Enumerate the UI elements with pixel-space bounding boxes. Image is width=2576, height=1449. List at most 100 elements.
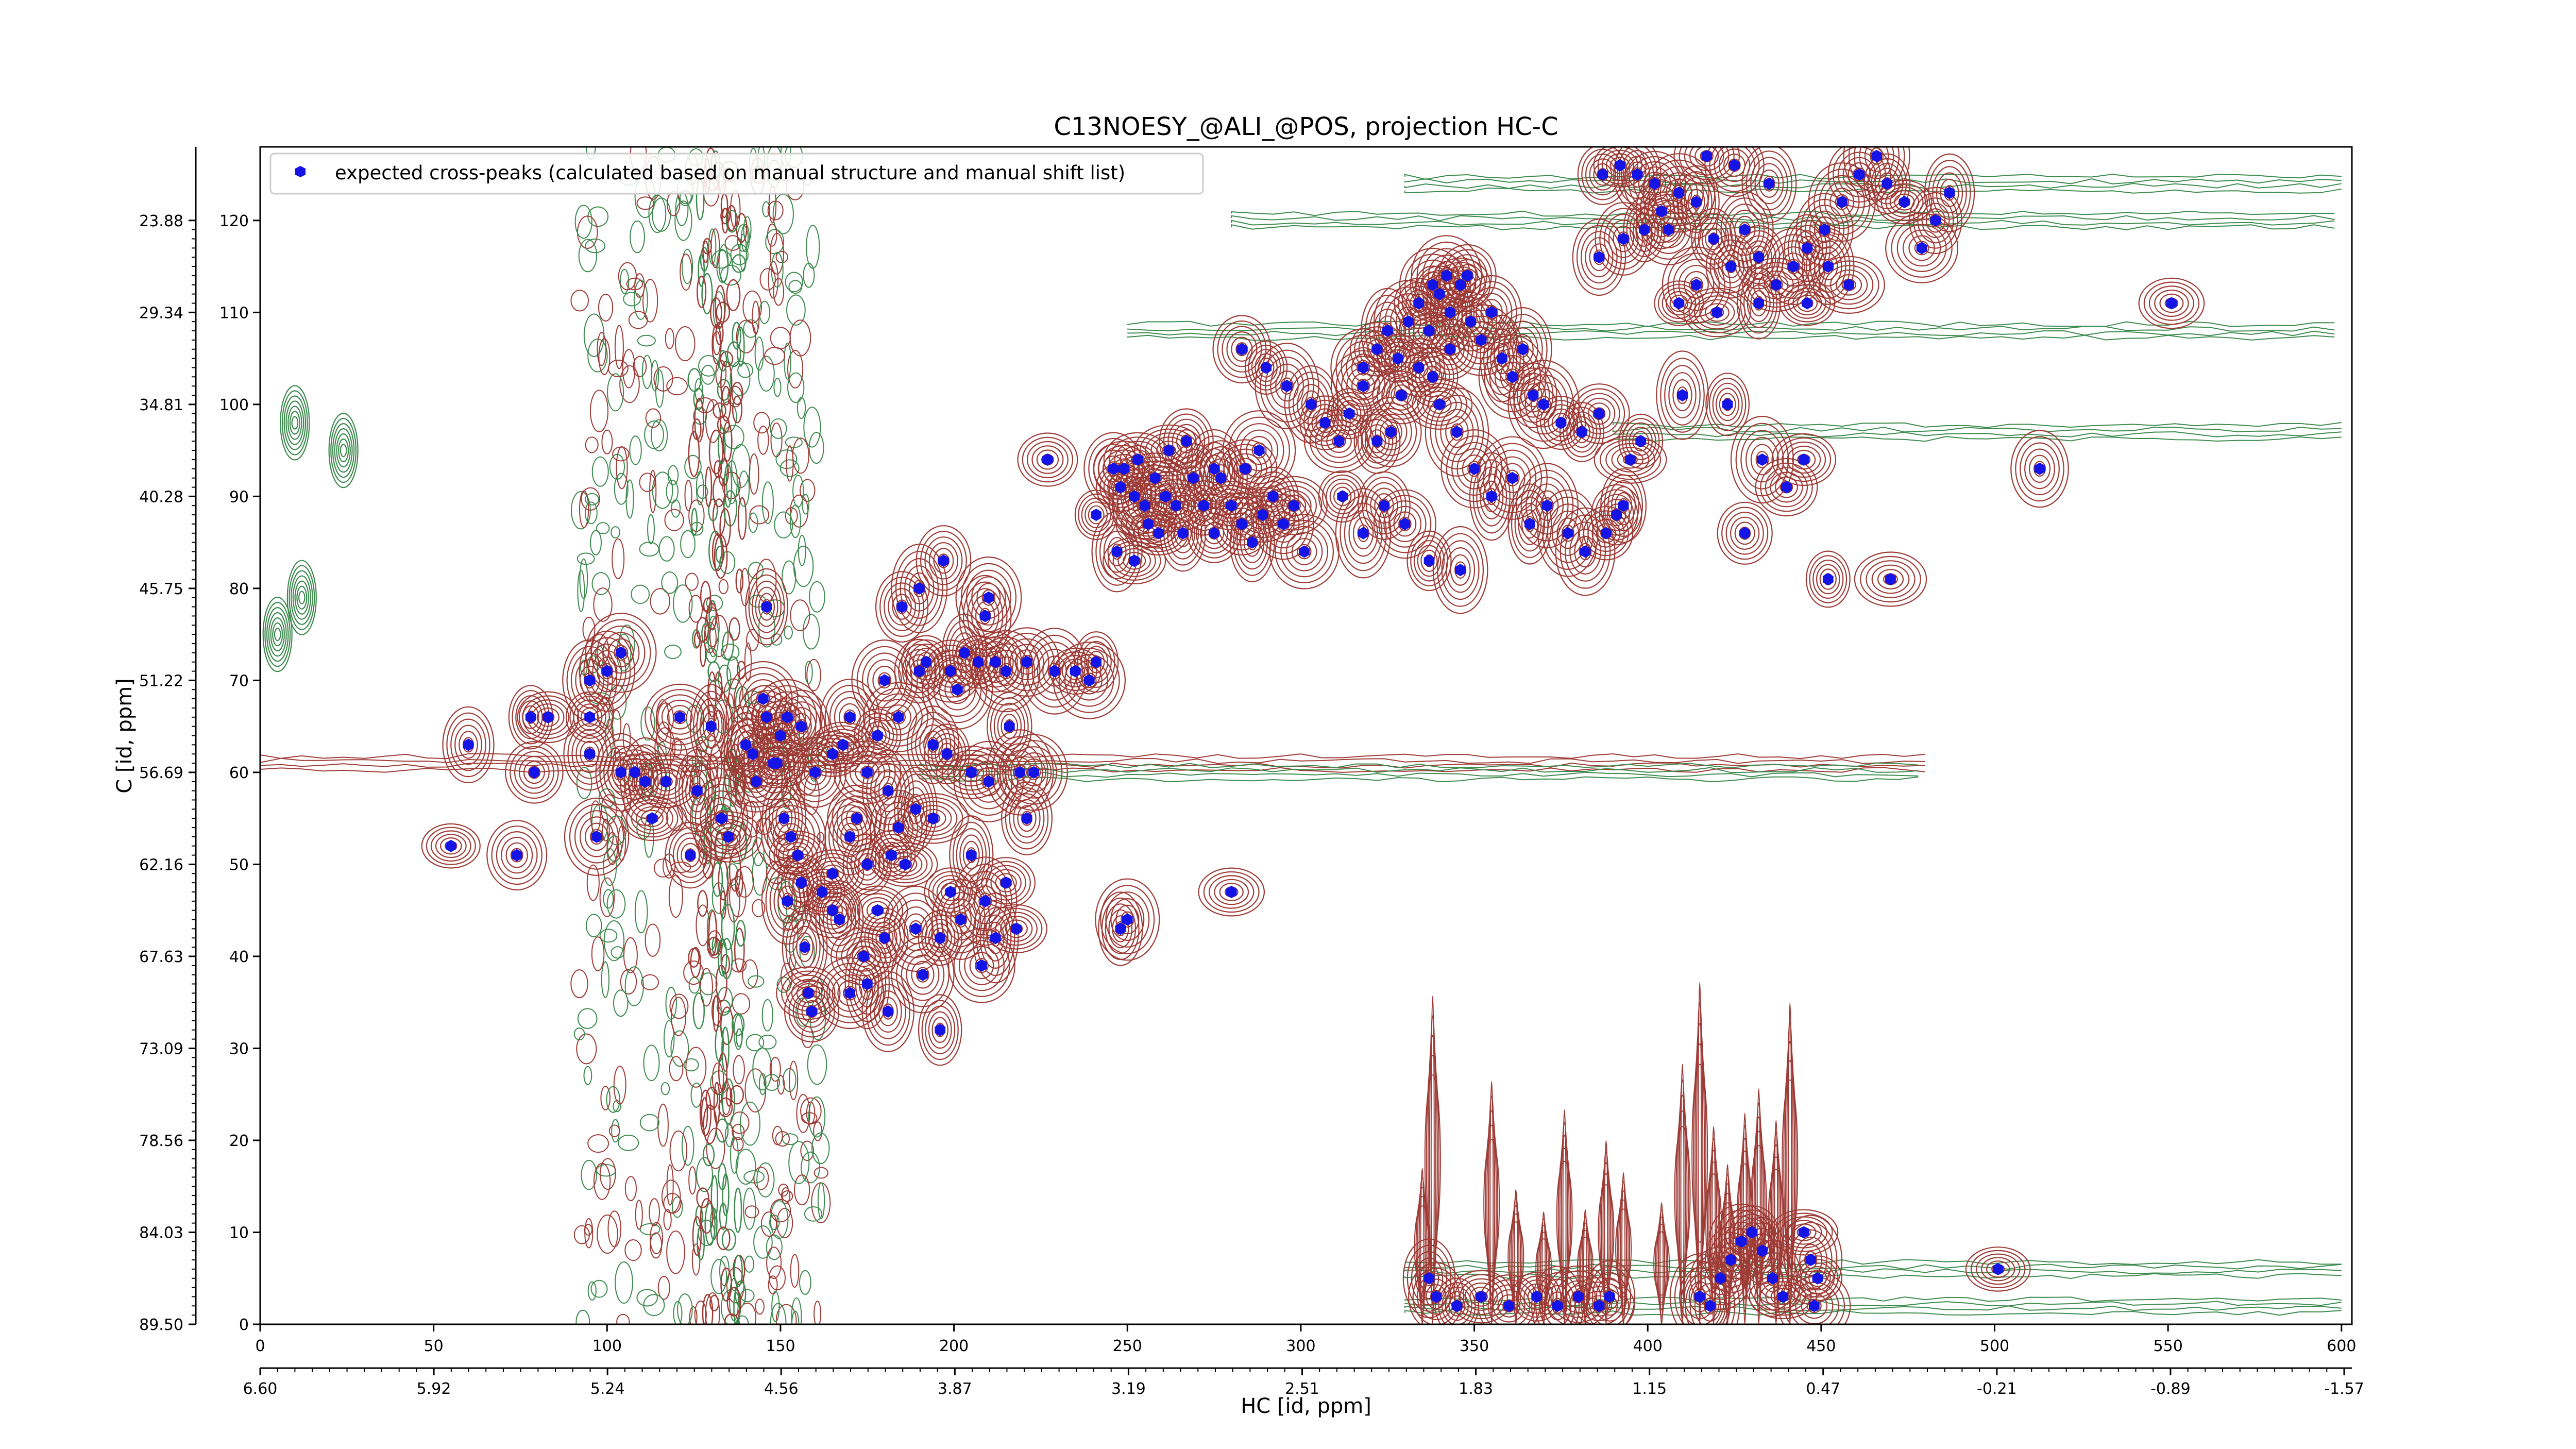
contour-level bbox=[1745, 150, 1792, 217]
contour-level bbox=[1819, 568, 1837, 590]
contour-level bbox=[1467, 461, 1482, 477]
cross-peak-marker bbox=[1115, 481, 1126, 494]
noise-contour bbox=[769, 1056, 781, 1082]
x-tick-label: 150 bbox=[766, 1337, 795, 1355]
contour-level bbox=[959, 834, 984, 876]
contour-level bbox=[976, 583, 1001, 613]
noise-contour bbox=[713, 995, 720, 1032]
contour-level bbox=[1672, 379, 1692, 411]
contour-level bbox=[1516, 341, 1529, 358]
noise-contour bbox=[570, 290, 589, 312]
contour-level bbox=[1683, 288, 1751, 338]
contour-level bbox=[268, 612, 287, 657]
contour-level bbox=[1684, 1274, 1716, 1320]
streak-line bbox=[1612, 422, 2342, 428]
chart-title: C13NOESY_@ALI_@POS, projection HC-C bbox=[1054, 112, 1558, 141]
contour-level bbox=[1214, 879, 1249, 905]
contour-level bbox=[579, 816, 614, 857]
cross-peak-marker bbox=[1132, 453, 1143, 466]
contour-level bbox=[1321, 474, 1363, 519]
noise-contour bbox=[573, 1027, 585, 1040]
contour-level bbox=[1435, 333, 1465, 366]
noise-contour bbox=[583, 1066, 592, 1085]
noise-contour bbox=[807, 1044, 827, 1085]
contour-level bbox=[799, 868, 845, 916]
contour-level bbox=[1568, 383, 1630, 444]
contour-level bbox=[1720, 197, 1769, 262]
cross-peak-marker bbox=[1014, 766, 1025, 779]
peak-contour bbox=[891, 544, 948, 633]
cross-peak-marker bbox=[1445, 343, 1455, 356]
cross-peak-marker bbox=[1028, 766, 1039, 779]
streak-contour bbox=[1483, 1139, 1500, 1267]
peak-contour bbox=[486, 820, 548, 890]
contour-level bbox=[758, 593, 775, 621]
contour-level bbox=[580, 740, 600, 767]
noise-contour bbox=[752, 899, 766, 917]
contour-level bbox=[1333, 486, 1352, 507]
streak-contour bbox=[1541, 1211, 1546, 1324]
noise-contour bbox=[715, 284, 726, 328]
noise-contour bbox=[693, 387, 704, 411]
noise-contour bbox=[784, 342, 791, 380]
contour-level bbox=[2159, 293, 2184, 313]
legend-marker bbox=[295, 166, 306, 177]
contour-level bbox=[920, 531, 967, 591]
contour-level bbox=[1719, 1216, 1764, 1268]
noise-contour bbox=[709, 615, 729, 658]
contour-level bbox=[739, 765, 773, 798]
noise-contour bbox=[696, 470, 704, 506]
contour-level bbox=[1285, 532, 1323, 571]
noise-contour bbox=[696, 1157, 713, 1192]
contour-level bbox=[1638, 166, 1671, 201]
noise-contour bbox=[772, 1125, 783, 1145]
noise-contour bbox=[585, 238, 606, 254]
contour-level bbox=[842, 833, 892, 896]
contour-level bbox=[1737, 1218, 1767, 1247]
streak-contour bbox=[1540, 1218, 1548, 1318]
x-ppm-tick-label: 5.92 bbox=[417, 1380, 451, 1398]
contour-level bbox=[757, 740, 790, 786]
noise-contour bbox=[680, 254, 692, 291]
contour-level bbox=[1741, 235, 1776, 279]
cross-peak-marker bbox=[1694, 1290, 1705, 1303]
noise-contour bbox=[694, 397, 704, 443]
contour-level bbox=[1499, 463, 1526, 493]
contour-level bbox=[640, 810, 664, 827]
contour-level bbox=[743, 718, 804, 808]
streak-line bbox=[1612, 436, 2342, 442]
cross-peak-marker bbox=[1129, 490, 1140, 503]
contour-level bbox=[1518, 503, 1542, 545]
contour-level bbox=[1755, 451, 1769, 468]
contour-level bbox=[1291, 538, 1317, 565]
contour-level bbox=[918, 910, 962, 966]
contour-level bbox=[873, 841, 938, 887]
noise-contour bbox=[673, 1301, 683, 1324]
contour-level bbox=[1719, 393, 1736, 416]
noise-contour bbox=[811, 1132, 830, 1165]
peak-contour bbox=[894, 767, 938, 852]
noise-contour bbox=[743, 1187, 756, 1230]
cross-peak-marker bbox=[1573, 1290, 1584, 1303]
contour-level bbox=[816, 725, 870, 765]
contour-level bbox=[1747, 284, 1771, 323]
contour-level bbox=[965, 569, 1011, 626]
contour-level bbox=[1521, 509, 1538, 539]
noise-contour bbox=[759, 300, 770, 324]
contour-level bbox=[931, 879, 990, 960]
cross-peak-marker bbox=[529, 766, 540, 779]
cross-peak-marker bbox=[615, 646, 626, 659]
noise-contour bbox=[808, 1096, 826, 1138]
noise-contour bbox=[718, 349, 727, 372]
noise-contour bbox=[774, 511, 793, 538]
x-tick-label: 450 bbox=[1806, 1337, 1836, 1355]
contour-level bbox=[579, 665, 600, 696]
contour-level bbox=[1415, 356, 1450, 398]
contour-level bbox=[875, 926, 894, 949]
contour-level bbox=[1100, 885, 1155, 954]
noise-contour bbox=[779, 459, 800, 477]
contour-level bbox=[1593, 163, 1613, 186]
peak-contour bbox=[1095, 878, 1160, 961]
noise-contour bbox=[724, 1124, 735, 1147]
noise-contour bbox=[657, 1275, 670, 1300]
